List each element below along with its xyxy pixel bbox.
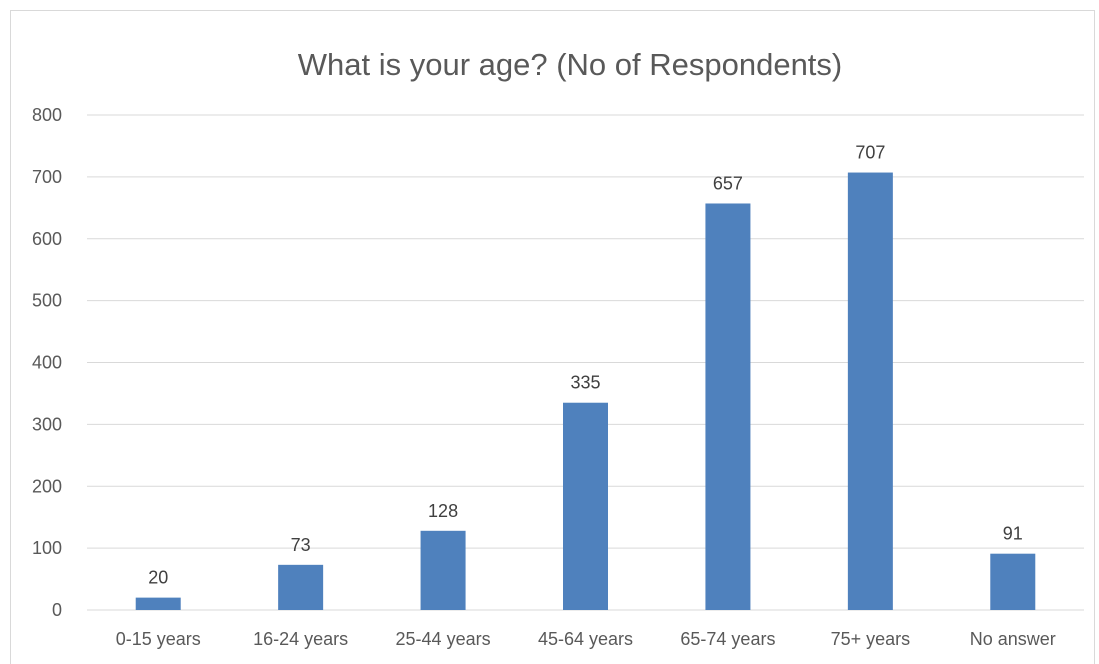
y-tick-label: 600 bbox=[32, 229, 62, 249]
y-tick-label: 200 bbox=[32, 476, 62, 496]
x-tick-label: 25-44 years bbox=[396, 629, 491, 649]
y-tick-label: 400 bbox=[32, 353, 62, 373]
bar bbox=[705, 203, 751, 610]
bar bbox=[563, 402, 608, 610]
bars bbox=[135, 172, 1036, 610]
y-tick-label: 0 bbox=[52, 600, 62, 620]
data-labels: 20 73 128 335 657 707 91 bbox=[148, 143, 1023, 588]
x-tick-label: 16-24 years bbox=[253, 629, 348, 649]
y-axis-ticks: 0 100 200 300 400 500 600 700 800 bbox=[32, 105, 62, 620]
bar bbox=[990, 553, 1036, 610]
y-tick-label: 800 bbox=[32, 105, 62, 125]
y-tick-label: 700 bbox=[32, 167, 62, 187]
bar bbox=[420, 530, 466, 610]
bar-value-label: 657 bbox=[713, 173, 743, 193]
bar-value-label: 707 bbox=[855, 143, 885, 163]
bar bbox=[278, 564, 324, 610]
bar-value-label: 73 bbox=[291, 535, 311, 555]
bar-value-label: 128 bbox=[428, 501, 458, 521]
bar bbox=[847, 172, 893, 610]
x-axis-ticks: 0-15 years 16-24 years 25-44 years 45-64 ye… bbox=[116, 629, 1056, 649]
chart-title: What is your age? (No of Respondents) bbox=[298, 47, 843, 82]
bar-value-label: 91 bbox=[1003, 524, 1023, 544]
bar-value-label: 335 bbox=[570, 373, 600, 393]
y-tick-label: 100 bbox=[32, 538, 62, 558]
bar bbox=[135, 597, 181, 610]
x-tick-label: 0-15 years bbox=[116, 629, 201, 649]
x-tick-label: No answer bbox=[970, 629, 1056, 649]
chart-frame bbox=[10, 10, 1095, 664]
x-tick-label: 45-64 years bbox=[538, 629, 633, 649]
x-tick-label: 75+ years bbox=[831, 629, 911, 649]
bar-value-label: 20 bbox=[148, 568, 168, 588]
y-tick-label: 500 bbox=[32, 291, 62, 311]
y-tick-label: 300 bbox=[32, 414, 62, 434]
x-tick-label: 65-74 years bbox=[680, 629, 775, 649]
